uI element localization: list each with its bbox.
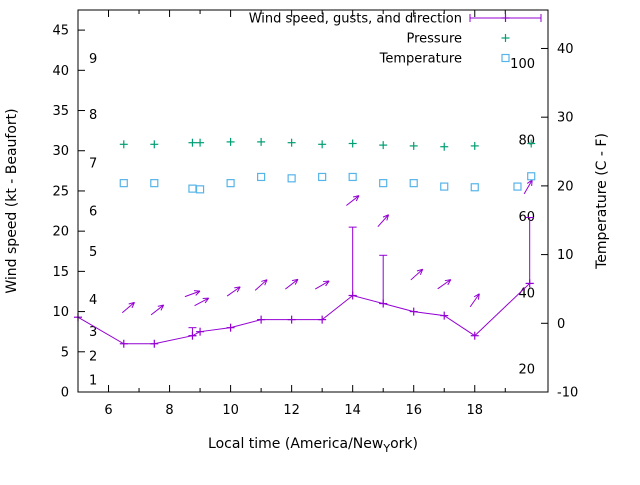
y-right-axis-title: Temperature (C - F) (594, 133, 610, 270)
y-left-tick-label: 10 (52, 305, 69, 320)
y-right-tick-label: 40 (557, 42, 574, 57)
legend-label-wind: Wind speed, gusts, and direction (249, 12, 462, 27)
legend-label-pressure: Pressure (406, 32, 462, 47)
x-tick-label: 18 (466, 403, 483, 418)
y-left-tick-label: 45 (52, 24, 69, 39)
y-right-tick-label: 0 (557, 317, 565, 332)
x-tick-label: 14 (344, 403, 361, 418)
y-left-tick-label: 0 (61, 386, 69, 401)
y-left-tick-label: 30 (52, 144, 69, 159)
beaufort-scale-label: 8 (89, 108, 97, 123)
beaufort-scale-label: 1 (89, 373, 97, 388)
fahrenheit-scale-label: 20 (518, 363, 535, 378)
x-tick-label: 12 (283, 403, 300, 418)
y-left-tick-label: 25 (52, 184, 69, 199)
y-right-tick-label: -10 (557, 386, 578, 401)
x-tick-label: 6 (104, 403, 112, 418)
y-right-tick-label: 30 (557, 111, 574, 126)
y-right-tick-label: 10 (557, 248, 574, 263)
y-left-tick-label: 35 (52, 104, 69, 119)
y-left-tick-label: 5 (61, 345, 69, 360)
x-tick-label: 16 (405, 403, 422, 418)
fahrenheit-scale-label: 100 (510, 57, 535, 72)
y-right-tick-label: 20 (557, 179, 574, 194)
beaufort-scale-label: 9 (89, 52, 97, 67)
beaufort-scale-label: 5 (89, 245, 97, 260)
y-left-axis-title: Wind speed (kt - Beaufort) (4, 108, 20, 293)
x-axis-title-suffix: ork) (390, 436, 418, 452)
x-tick-label: 8 (165, 403, 173, 418)
fahrenheit-scale-label: 40 (518, 286, 535, 301)
x-tick-label: 10 (222, 403, 239, 418)
legend-label-temperature: Temperature (379, 52, 462, 67)
beaufort-scale-label: 4 (89, 293, 97, 308)
y-left-tick-label: 20 (52, 225, 69, 240)
y-left-tick-label: 40 (52, 64, 69, 79)
wind-direction-arrow-head (532, 180, 533, 186)
fahrenheit-scale-label: 80 (518, 134, 535, 149)
wind-direction-arrow-head (194, 291, 200, 292)
beaufort-scale-label: 6 (89, 205, 97, 220)
y-left-tick-label: 15 (52, 265, 69, 280)
beaufort-scale-label: 2 (89, 349, 97, 364)
x-axis-title-prefix: Local time (America/New (208, 436, 383, 452)
beaufort-scale-label: 7 (89, 156, 97, 171)
